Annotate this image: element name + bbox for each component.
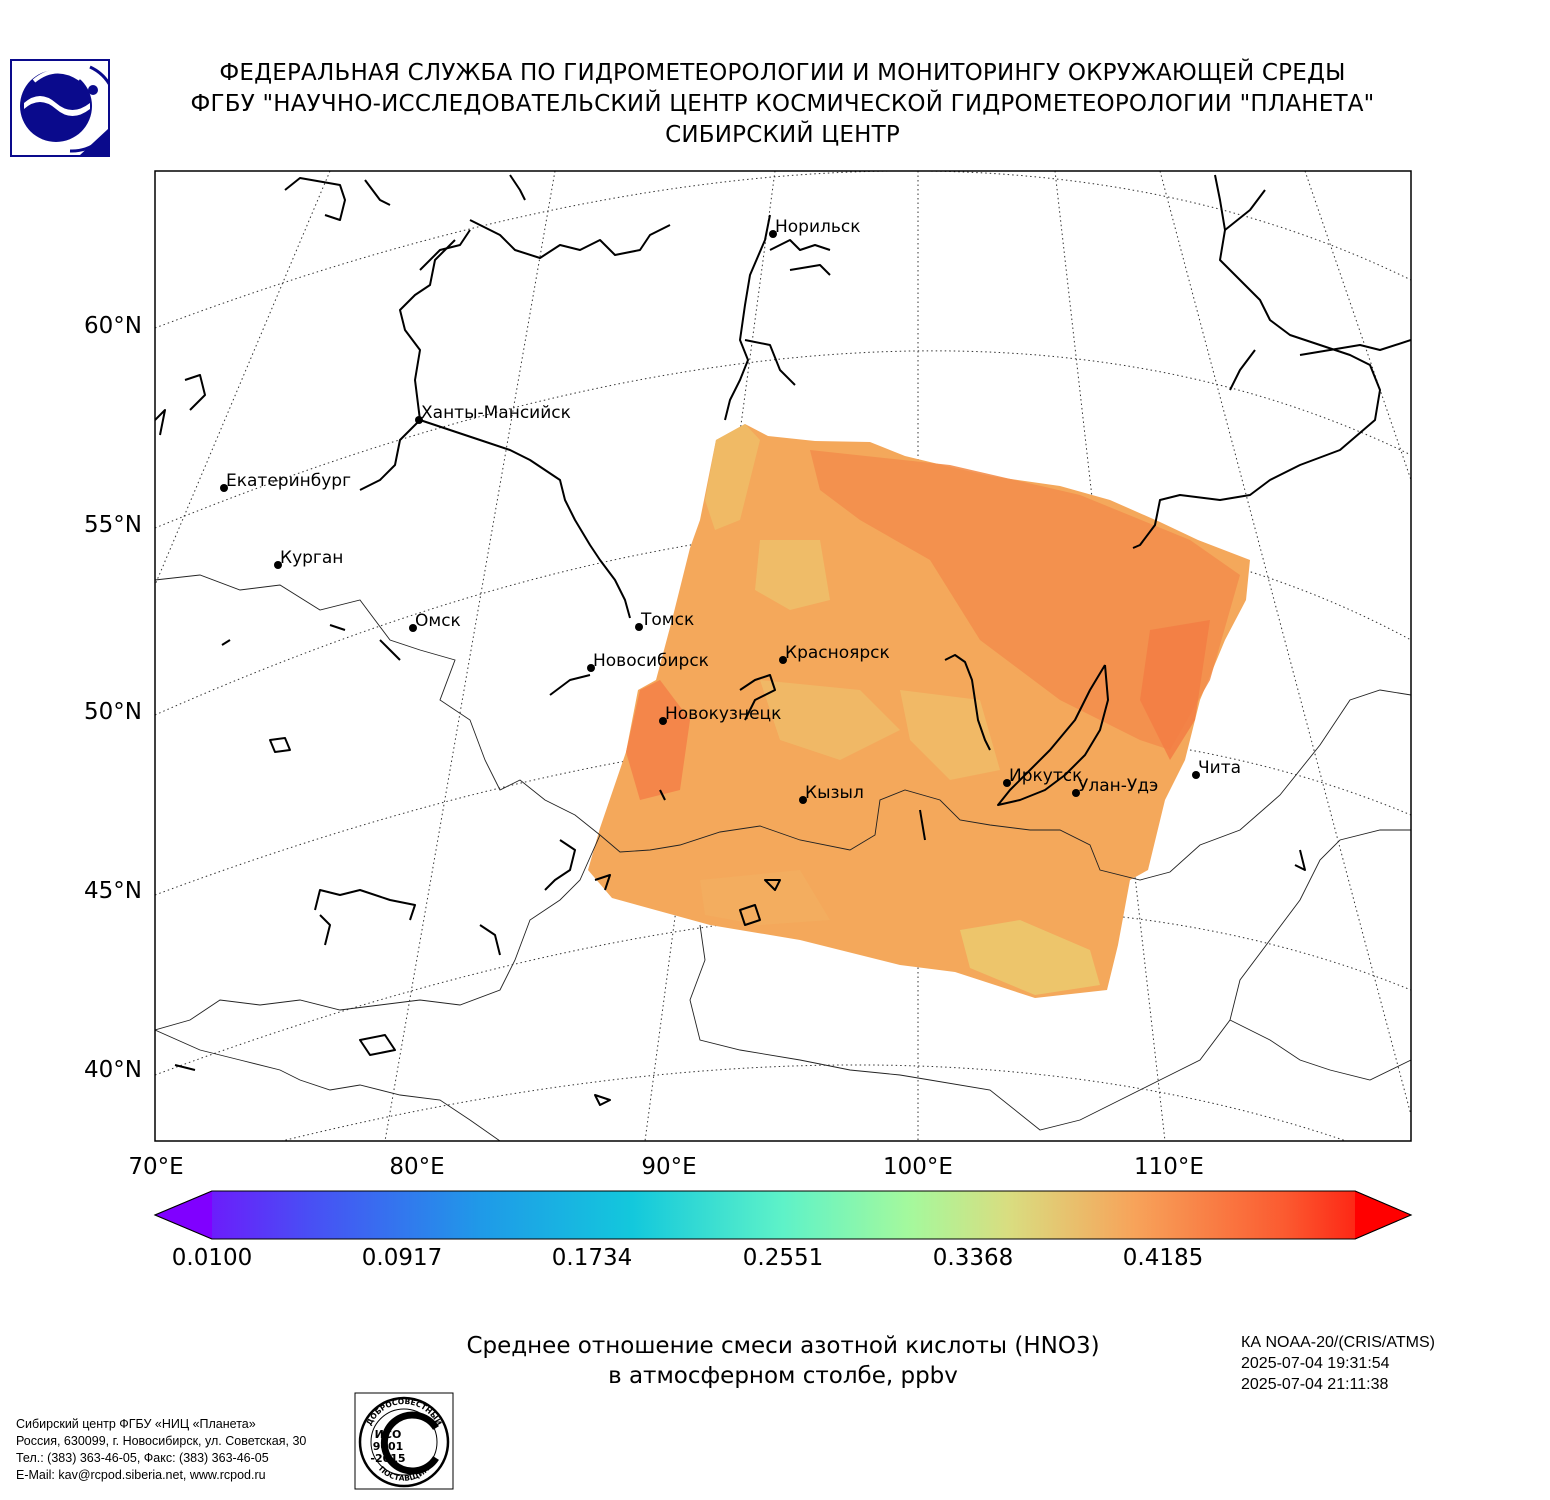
city-label: Екатеринбург [226,471,351,491]
map-frame [154,170,1412,1142]
country-borders [155,574,1411,1141]
iso-line-1: ИСО [375,1428,402,1441]
header-titles: ФЕДЕРАЛЬНАЯ СЛУЖБА ПО ГИДРОМЕТЕОРОЛОГИИ … [120,58,1445,151]
colorbar-min-extend [155,1191,212,1239]
city-label: Улан-Удэ [1078,776,1158,796]
satellite-info: КА NOAA-20/(CRIS/ATMS) 2025-07-04 19:31:… [1241,1332,1435,1395]
colorbar-bar [153,1190,1413,1240]
city-dot [415,416,423,424]
colorbar-max-extend [1355,1191,1411,1239]
observation-start: 2025-07-04 19:31:54 [1241,1355,1390,1372]
city-label: Курган [280,548,343,568]
colorbar-tick-4: 0.3368 [932,1245,1014,1271]
lon-label-100: 100°E [883,1154,953,1180]
city-dot [587,664,595,672]
colorbar-tick-0: 0.0100 [171,1245,253,1271]
planeta-logo-icon [10,59,110,157]
lon-label-80: 80°E [389,1154,444,1180]
city-label: Новосибирск [593,651,709,671]
city-dot [635,623,643,631]
lon-label-110: 110°E [1134,1154,1204,1180]
iso-line-3: -2015 [370,1452,405,1465]
lat-label-60: 60°N [84,313,142,339]
city-label: Ханты-Мансийск [421,403,571,423]
city-dot [659,717,667,725]
city-dot [799,796,807,804]
city-label: Новокузнецк [665,704,781,724]
city-label: Томск [640,610,694,630]
city-dot [779,656,787,664]
org-name: Сибирский центр ФГБУ «НИЦ «Планета» [16,1417,256,1431]
map-figure: Норильск Ханты-Мансийск Екатеринбург Курган… [84,170,1413,1240]
lon-label-70: 70°E [128,1154,183,1180]
city-label: Омск [415,611,461,631]
lon-label-90: 90°E [641,1154,696,1180]
city-dot [409,624,417,632]
city-label: Чита [1198,758,1241,778]
lat-label-55: 55°N [84,512,142,538]
colorbar-tick-5: 0.4185 [1122,1245,1204,1271]
city-dot [1192,771,1200,779]
iso-line-2: 9001 [373,1440,404,1453]
city-label: Кызыл [805,783,864,803]
lat-label-45: 45°N [84,878,142,904]
header-line-3: СИБИРСКИЙ ЦЕНТР [665,122,900,148]
observation-end: 2025-07-04 21:11:38 [1241,1376,1389,1393]
caption-line-1: Среднее отношение смеси азотной кислоты … [466,1333,1100,1359]
satellite-name: КА NOAA-20/(CRIS/ATMS) [1241,1334,1435,1351]
colorbar-tick-1: 0.0917 [361,1245,443,1271]
organization-info: Сибирский центр ФГБУ «НИЦ «Планета» Росс… [16,1416,306,1484]
header-line-1: ФЕДЕРАЛЬНАЯ СЛУЖБА ПО ГИДРОМЕТЕОРОЛОГИИ … [219,60,1346,86]
city-dot [1072,789,1080,797]
city-label: Иркутск [1009,766,1082,786]
city-dot [220,484,228,492]
colorbar [153,1190,1413,1240]
latitude-labels: 60°N 55°N 50°N 45°N 40°N [84,313,142,1083]
caption-line-2: в атмосферном столбе, ppbv [608,1363,958,1389]
map-caption: Среднее отношение смеси азотной кислоты … [420,1331,1146,1391]
city-label: Норильск [775,217,861,237]
org-phone: Тел.: (383) 363-46-05, Факс: (383) 363-4… [16,1451,269,1465]
longitude-labels: 70°E 80°E 90°E 100°E 110°E [128,1154,1204,1180]
org-email: E-Mail: kav@rcpod.siberia.net, www.rcpod… [16,1468,266,1482]
iso-certificate-icon: ДОБРОСОВЕСТНЫЙ ПОСТАВЩИК ИСО 9001 -2015 [354,1392,454,1490]
city-dot [274,561,282,569]
city-dot [1003,779,1011,787]
hno3-swath [588,424,1250,998]
lat-label-50: 50°N [84,699,142,725]
city-markers: Норильск Ханты-Мансийск Екатеринбург Курган… [220,217,1241,804]
city-label: Красноярск [785,643,890,663]
header-line-2: ФГБУ "НАУЧНО-ИССЛЕДОВАТЕЛЬСКИЙ ЦЕНТР КОС… [190,91,1375,117]
coastlines-rivers [155,174,1411,1106]
org-address: Россия, 630099, г. Новосибирск, ул. Сове… [16,1434,307,1448]
city-dot [769,230,777,238]
colorbar-tick-2: 0.1734 [551,1245,633,1271]
colorbar-tick-3: 0.2551 [742,1245,824,1271]
lat-label-40: 40°N [84,1057,142,1083]
